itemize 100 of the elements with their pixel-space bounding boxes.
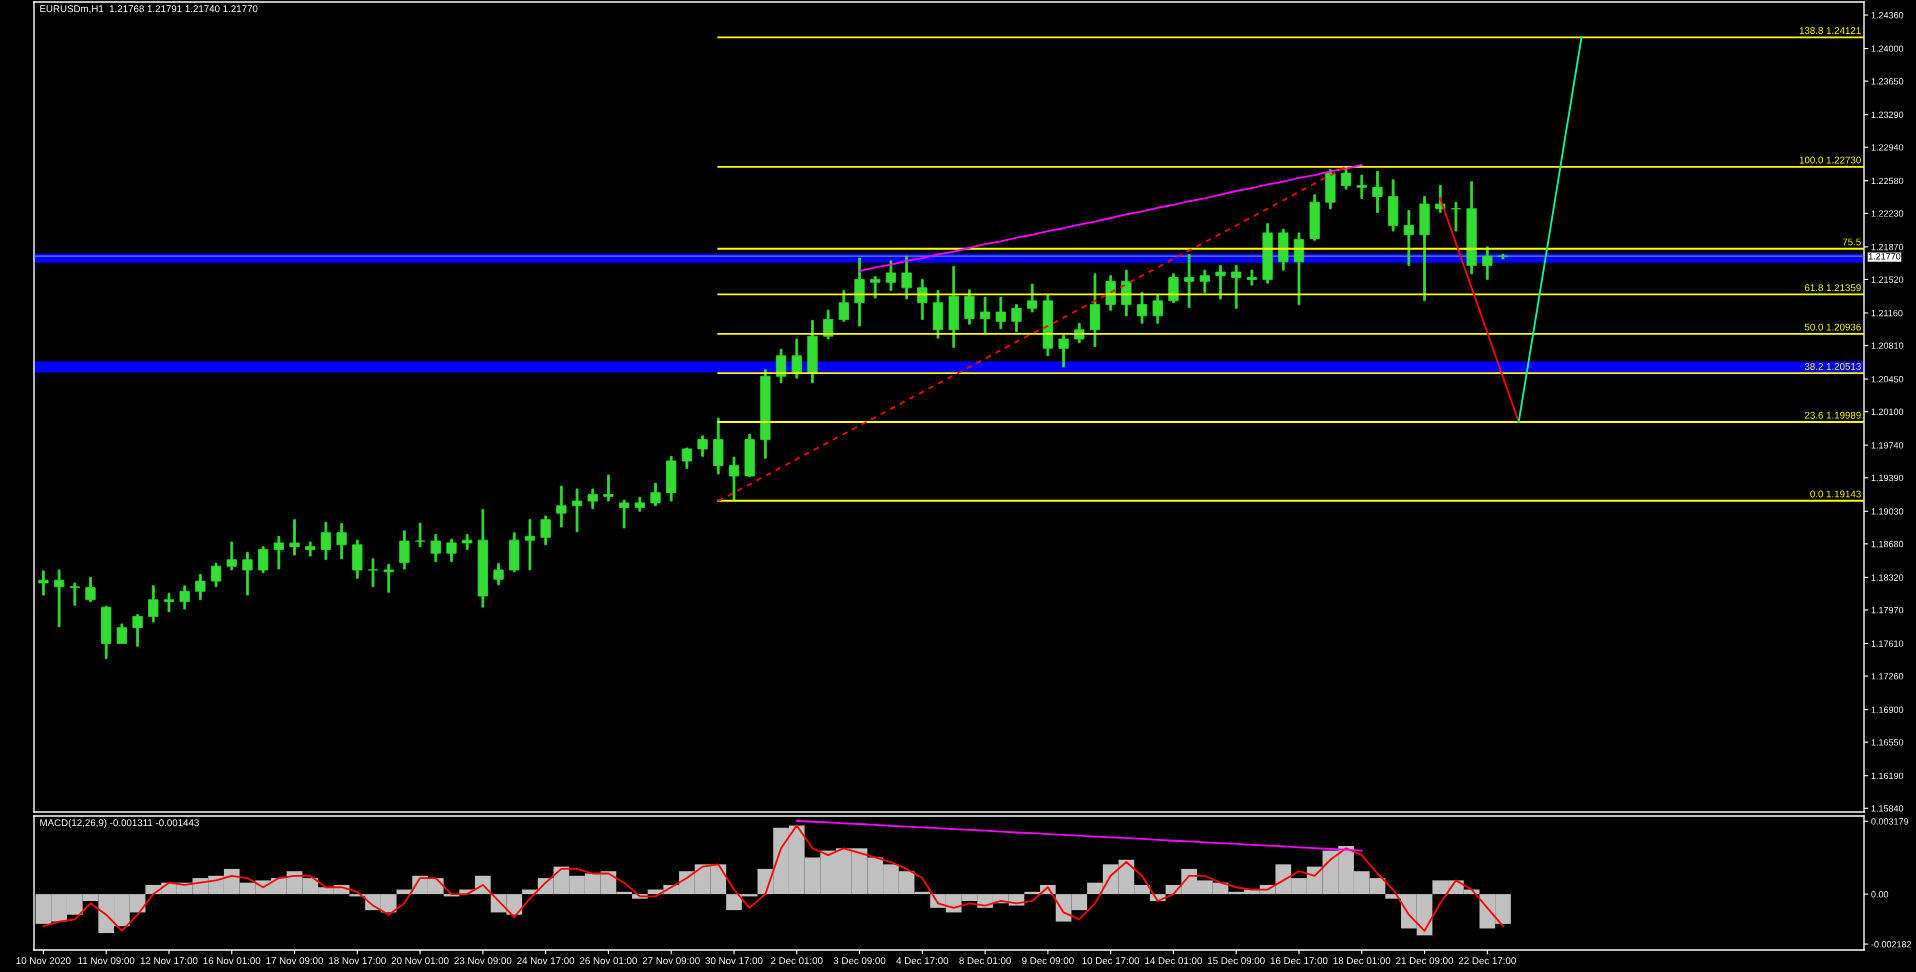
candlestick [446, 538, 457, 562]
candlestick [352, 539, 363, 579]
candlestick [1466, 181, 1477, 275]
candlestick [132, 614, 143, 647]
candlestick [1152, 293, 1163, 324]
y-tick-label: 1.19390 [1871, 474, 1904, 482]
x-tick-label: 24 Nov 17:00 [517, 957, 575, 965]
y-tick-label: 1.17970 [1871, 606, 1904, 614]
y-tick-label: 1.17260 [1871, 673, 1904, 680]
candlestick [1105, 275, 1116, 311]
candlestick [163, 592, 175, 613]
x-tick-label: 12 Nov 17:00 [140, 957, 198, 965]
candlestick [85, 576, 96, 603]
x-tick-label: 26 Nov 01:00 [580, 957, 637, 965]
y-tick-label: 1.20810 [1871, 342, 1904, 349]
candlestick [1497, 253, 1509, 260]
candlestick [838, 290, 849, 322]
y-tick-label: 1.16900 [1871, 706, 1904, 713]
candlestick [1309, 194, 1320, 241]
candlestick [932, 290, 944, 339]
y-tick-label: 0.00 [1871, 891, 1889, 898]
line-series [1439, 197, 1520, 423]
candlestick [336, 522, 347, 560]
x-tick-label: 9 Dec 09:00 [1022, 957, 1074, 965]
candlestick [1058, 334, 1069, 368]
candlestick [210, 562, 222, 588]
candlestick [273, 535, 284, 570]
candlestick [728, 456, 740, 501]
series-label: 75.5 [1842, 238, 1861, 246]
candlestick [367, 558, 379, 588]
candlestick [1356, 174, 1367, 199]
candlestick [1388, 179, 1399, 232]
candlestick [697, 435, 708, 457]
x-tick-label: 27 Nov 09:00 [642, 957, 700, 965]
candlestick [1246, 269, 1258, 286]
y-tick-label: 1.22940 [1871, 144, 1904, 151]
candlestick [320, 522, 332, 561]
candlestick [116, 623, 128, 644]
x-tick-label: 11 Nov 09:00 [78, 957, 135, 965]
candlestick [948, 265, 959, 348]
x-tick-label: 16 Nov 01:00 [203, 957, 261, 965]
y-tick-label: 1.23290 [1871, 111, 1904, 119]
candlestick [1450, 201, 1462, 232]
candlestick [587, 488, 598, 509]
candlestick [1482, 246, 1493, 280]
candlestick [305, 541, 316, 557]
candlestick [477, 508, 488, 608]
candlestick [870, 276, 881, 299]
chart-title: EURUSDm,H1 1.21768 1.21791 1.21740 1.21770 [40, 5, 258, 14]
candlestick [148, 585, 159, 623]
candlestick [493, 562, 504, 586]
candlestick [195, 574, 206, 601]
y-tick-label: 1.17610 [1871, 640, 1904, 647]
candlestick [1325, 169, 1336, 210]
candlestick [524, 519, 536, 571]
line-series [717, 165, 1347, 502]
candlestick [1089, 273, 1101, 347]
candlestick [1121, 269, 1132, 317]
y-tick-label: 1.24360 [1871, 12, 1904, 19]
candlestick [69, 582, 80, 606]
ref-line-label: 1.21770 [1868, 253, 1901, 260]
candlestick [634, 496, 645, 512]
y-tick-label: 1.22230 [1871, 210, 1904, 217]
y-tick-label: 1.16190 [1871, 772, 1904, 780]
y-tick-label: 1.21160 [1871, 309, 1903, 317]
y-tick-label: 1.15840 [1871, 805, 1904, 812]
candlestick [1136, 292, 1148, 324]
series-label: 23.6 1.19989 [1804, 411, 1861, 419]
candlestick [901, 255, 912, 300]
candlestick [775, 348, 787, 384]
candlestick [430, 534, 441, 562]
y-tick-label: 1.19030 [1871, 508, 1904, 515]
candlestick [807, 319, 818, 384]
x-tick-label: 17 Nov 09:00 [266, 957, 324, 965]
y-tick-label: 1.20100 [1871, 408, 1904, 416]
candlestick [1372, 171, 1383, 213]
line-series [795, 819, 1363, 852]
x-tick-label: 16 Dec 17:00 [1270, 957, 1328, 965]
x-tick-label: 10 Dec 17:00 [1082, 957, 1140, 965]
candlestick [618, 499, 630, 529]
candlestick [399, 530, 410, 570]
candlestick [1168, 273, 1179, 304]
series-label: 50.0 1.20936 [1804, 323, 1861, 331]
candlestick [744, 433, 755, 478]
candlestick [1340, 166, 1352, 190]
x-tick-label: 10 Nov 2020 [16, 957, 71, 965]
candlestick [556, 485, 567, 528]
series-label: 0.0 1.19143 [1810, 490, 1861, 498]
candlestick [854, 257, 865, 327]
candlestick [1215, 265, 1226, 300]
candlestick [179, 585, 190, 610]
y-tick-label: 1.16550 [1871, 739, 1904, 746]
candlestick [101, 605, 112, 659]
x-tick-label: 15 Dec 09:00 [1208, 957, 1265, 965]
x-tick-label: 18 Dec 01:00 [1333, 957, 1391, 965]
candlestick [979, 296, 991, 334]
x-tick-label: 14 Dec 01:00 [1145, 957, 1202, 965]
candlestick [242, 551, 253, 596]
x-tick-label: 3 Dec 09:00 [833, 957, 886, 965]
candlestick [258, 546, 269, 574]
